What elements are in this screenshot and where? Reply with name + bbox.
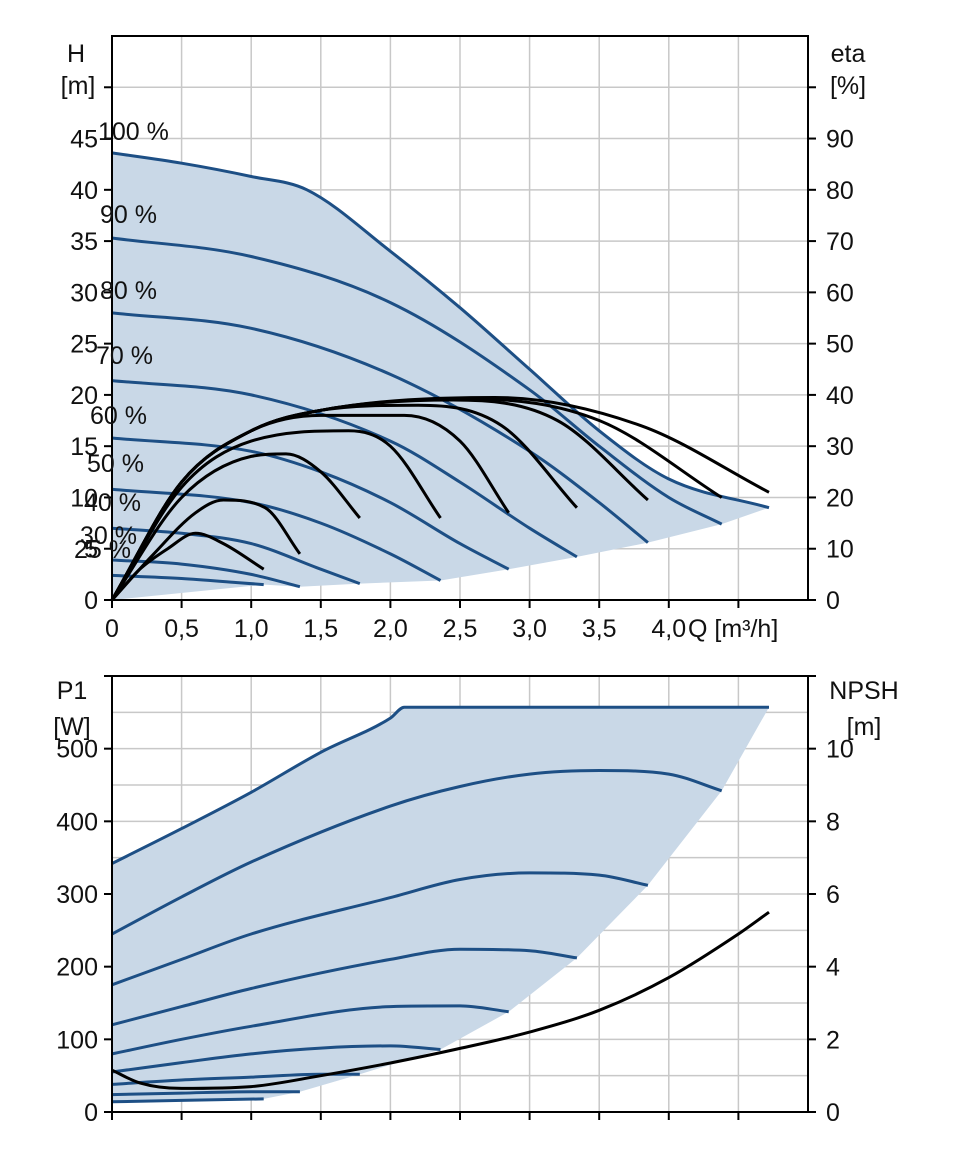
flow-tick-label: 3,5 xyxy=(582,615,617,643)
efficiency-curve-3 xyxy=(110,452,361,601)
power-curves xyxy=(111,705,769,1104)
npsh-tick-label: 10 xyxy=(826,736,854,764)
power-chart-ticks xyxy=(104,675,816,1120)
head-efficiency-chart: 0 5 10 15 20 25 30 35 40 45 0 10 20 30 40 50 60 70 80 90 0… xyxy=(61,35,866,643)
eta-axis-tick-labels: 0 10 20 30 40 50 60 70 80 90 xyxy=(826,126,854,615)
eta-tick-label: 50 xyxy=(826,331,854,359)
efficiency-curve-4 xyxy=(110,429,442,601)
head-tick-label: 25 xyxy=(70,331,98,359)
power-curve-6 xyxy=(111,1044,441,1074)
head-curve-80pct xyxy=(111,311,649,544)
flow-tick-label: 0 xyxy=(105,615,119,643)
head-axis-tick-labels: 0 5 10 15 20 25 30 35 40 45 xyxy=(70,126,98,615)
head-axis-title: H xyxy=(67,40,85,68)
power-curve-4 xyxy=(111,947,578,1027)
speed-label-30pct: 30 % xyxy=(80,522,137,550)
head-curve-40pct xyxy=(111,526,361,586)
power-tick-label: 300 xyxy=(56,881,98,909)
eta-tick-label: 20 xyxy=(826,484,854,512)
efficiency-curve-2 xyxy=(110,498,302,602)
npsh-tick-label: 6 xyxy=(826,881,840,909)
flow-tick-label: 3,0 xyxy=(512,615,547,643)
eta-tick-label: 30 xyxy=(826,433,854,461)
flow-tick-label: 1,0 xyxy=(234,615,269,643)
power-curve-2 xyxy=(111,768,723,936)
speed-percentage-labels: 100 % 90 % 80 % 70 % 60 % 50 % 40 % 30 %25 % xyxy=(74,118,169,564)
flow-tick-label: 0,5 xyxy=(164,615,199,643)
speed-label-50pct: 50 % xyxy=(87,450,144,478)
power-tick-label: 500 xyxy=(56,736,98,764)
npsh-tick-label: 0 xyxy=(826,1099,840,1127)
head-curve-25pct xyxy=(111,573,264,587)
eta-tick-label: 90 xyxy=(826,126,854,154)
head-tick-label: 15 xyxy=(70,433,98,461)
head-curve-50pct xyxy=(111,487,442,582)
head-tick-label: 40 xyxy=(70,177,98,205)
head-tick-label: 20 xyxy=(70,382,98,410)
head-tick-label: 10 xyxy=(70,484,98,512)
npsh-curve xyxy=(111,910,770,1090)
speed-label-70pct: 70 % xyxy=(96,342,153,370)
power-axis-tick-labels: 0 100 200 300 400 500 xyxy=(56,736,98,1127)
power-operating-area xyxy=(112,707,769,1102)
power-curve-3 xyxy=(111,871,649,987)
npsh-axis-unit: [m] xyxy=(847,713,882,741)
head-tick-label: 0 xyxy=(84,587,98,615)
speed-label-90pct: 90 % xyxy=(100,201,157,229)
speed-label-80pct: 80 % xyxy=(100,277,157,305)
flow-tick-label: 2,0 xyxy=(373,615,408,643)
head-tick-label: 45 xyxy=(70,126,98,154)
head-curve-90pct xyxy=(111,236,723,526)
power-curve-5 xyxy=(111,1004,509,1056)
npsh-tick-label: 4 xyxy=(826,954,840,982)
eta-axis-unit: [%] xyxy=(830,72,866,100)
head-curve-70pct xyxy=(111,379,578,559)
head-tick-label: 35 xyxy=(70,228,98,256)
flow-axis-title: Q [m³/h] xyxy=(688,615,778,643)
head-curve-100pct xyxy=(111,151,770,510)
head-axis-unit: [m] xyxy=(61,72,96,100)
power-curve-8 xyxy=(111,1090,300,1097)
flow-axis-tick-labels: 0 0,5 1,0 1,5 2,0 2,5 3,0 3,5 4,0 xyxy=(105,615,686,643)
eta-tick-label: 40 xyxy=(826,382,854,410)
speed-label-100pct: 100 % xyxy=(98,118,169,146)
eta-tick-label: 0 xyxy=(826,587,840,615)
head-operating-area xyxy=(112,152,769,600)
flow-tick-label: 1,5 xyxy=(303,615,338,643)
eta-tick-label: 70 xyxy=(826,228,854,256)
npsh-axis-title: NPSH xyxy=(829,677,898,705)
power-tick-label: 200 xyxy=(56,954,98,982)
power-curve-9 xyxy=(111,1097,264,1104)
power-tick-label: 100 xyxy=(56,1026,98,1054)
power-axis-title: P1 xyxy=(57,677,88,705)
speed-label-60pct: 60 % xyxy=(90,402,147,430)
npsh-axis-tick-labels: 0 2 4 6 8 10 xyxy=(826,736,854,1127)
eta-tick-label: 60 xyxy=(826,279,854,307)
power-curve-1 xyxy=(111,705,769,865)
npsh-tick-label: 8 xyxy=(826,808,840,836)
eta-axis-title: eta xyxy=(831,40,866,68)
npsh-tick-label: 2 xyxy=(826,1026,840,1054)
eta-tick-label: 10 xyxy=(826,536,854,564)
flow-tick-label: 2,5 xyxy=(443,615,478,643)
eta-tick-label: 80 xyxy=(826,177,854,205)
power-axis-unit: [W] xyxy=(53,713,91,741)
power-tick-label: 400 xyxy=(56,808,98,836)
speed-label-40pct: 40 % xyxy=(84,489,141,517)
efficiency-curves xyxy=(110,395,770,602)
head-tick-label: 5 xyxy=(84,536,98,564)
flow-tick-label: 4,0 xyxy=(651,615,686,643)
head-speed-curves xyxy=(111,151,770,589)
head-tick-label: 30 xyxy=(70,279,98,307)
power-tick-label: 0 xyxy=(84,1099,98,1127)
efficiency-curve-9 xyxy=(110,395,770,601)
power-npsh-chart: 0 100 200 300 400 500 0 2 4 6 8 10 P1 [W] NPSH [m] xyxy=(53,675,899,1127)
speed-label-25pct: 25 % xyxy=(74,536,131,564)
head-chart-ticks xyxy=(104,86,816,608)
head-curve-60pct xyxy=(111,436,510,571)
